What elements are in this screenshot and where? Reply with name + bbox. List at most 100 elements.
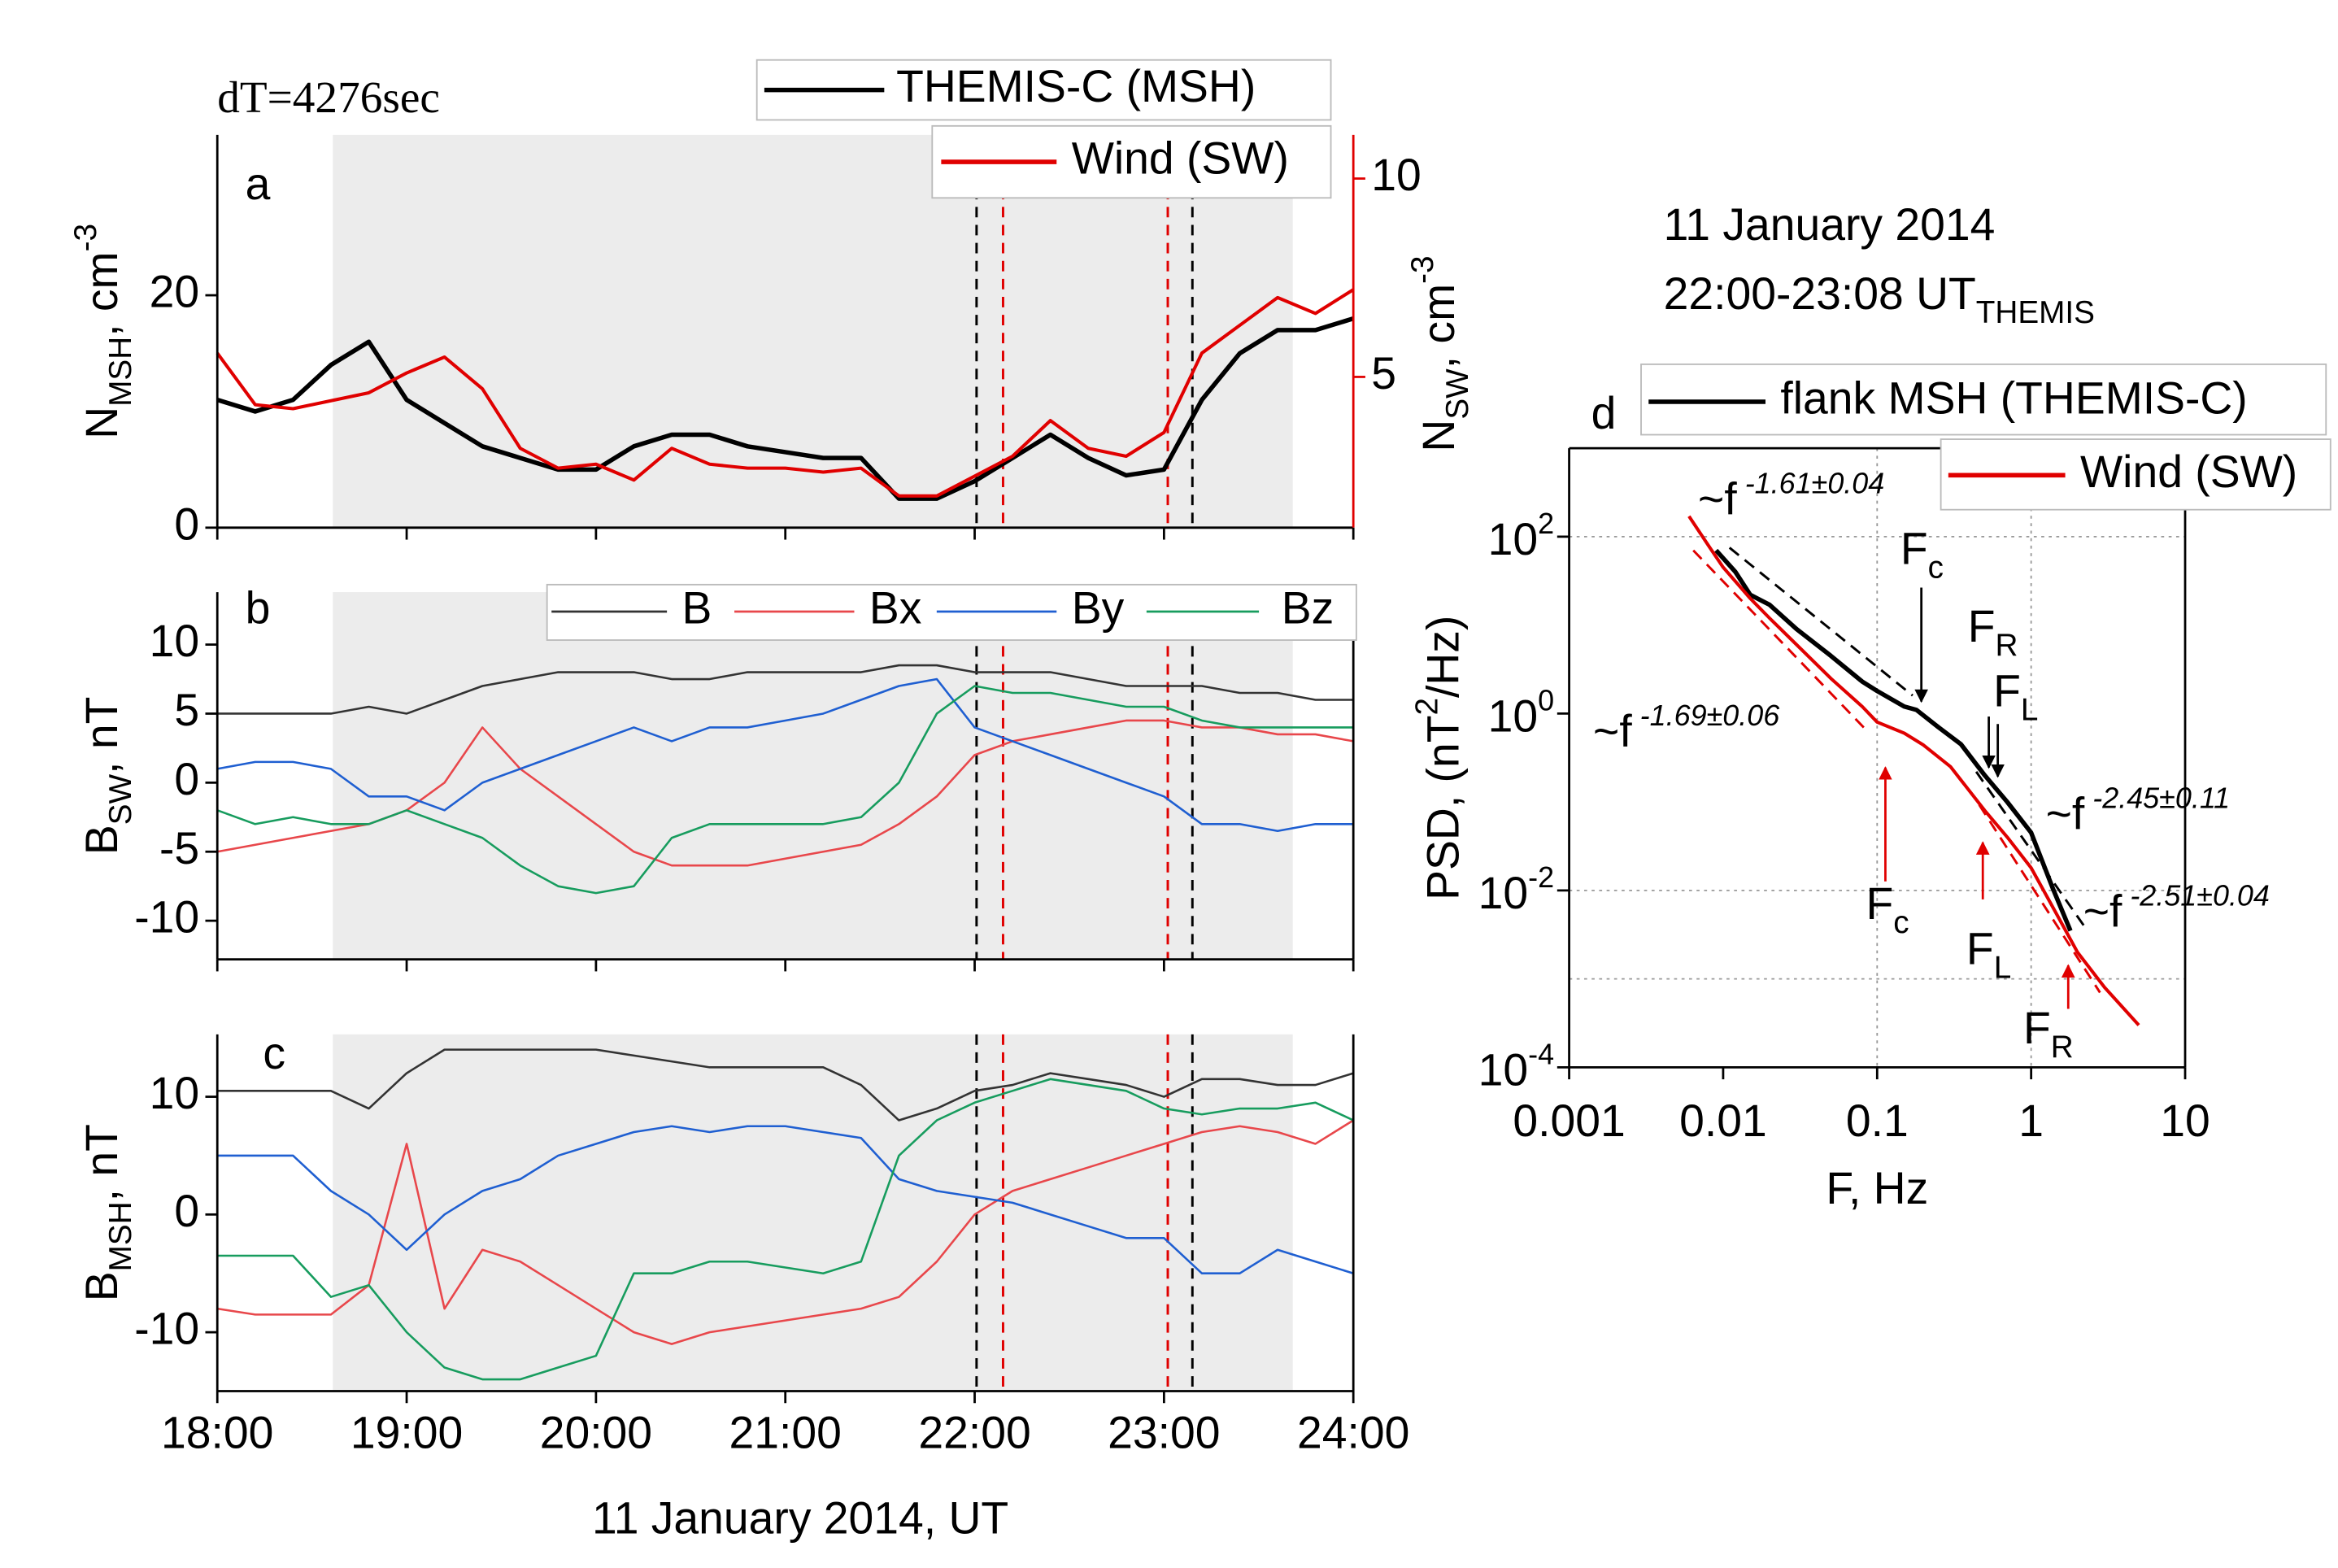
fit-line [1974,771,2085,926]
y-axis-label-part: /Hz) [1417,616,1468,698]
y-axis-label-part: MSH [103,1201,138,1271]
series-line [217,1078,1354,1381]
annotation-part: F [1993,665,2021,716]
series-line [216,685,1354,895]
annotation-part: F [1866,878,1893,929]
x-tick-label: 1 [2018,1095,2044,1146]
y-axis-label-part: , cm [76,251,127,336]
y-tick-label: 0 [174,1186,199,1236]
annotation: FR [1968,601,2018,663]
y-tick-label: 10 [150,1068,199,1118]
y-axis-label-part: B [76,1271,127,1301]
legend-label: flank MSH (THEMIS-C) [1780,373,2247,424]
annotation: ~f -1.61±0.04 [1698,466,1884,524]
annotation-part: ~f [2046,788,2085,838]
y-tick-base: 10 [1478,1044,1528,1095]
annotation-part: -1.69±0.06 [1632,699,1780,732]
annotation-part: F [1966,923,1994,973]
x-axis-label: F, Hz [1826,1163,1928,1213]
y-axis-label: BMSH, nT [76,1124,138,1301]
y-tick-exp: 0 [1538,684,1554,717]
y-axis-label-part: SW [103,773,138,825]
x-tick-label: 20:00 [540,1407,652,1457]
annotation-part: -1.61±0.04 [1737,466,1885,499]
annotation-part: L [2021,692,2039,727]
annotation-part: F [1900,523,1928,573]
y-axis-label-part: 2 [1409,698,1444,716]
y-tick-label: 10-2 [1478,860,1554,918]
y-tick-label: 0 [174,754,199,804]
annotation-part: L [1994,950,2012,985]
y2-axis-label-part: N [1413,420,1464,452]
series-line [216,316,1354,501]
highlight-interval [333,592,1293,960]
x-tick-label: 22:00 [918,1407,1030,1457]
series-line [217,1125,1354,1275]
annotation-part: c [1928,550,1944,585]
annotation-part: F [1968,601,1996,651]
highlight-interval [333,134,1293,528]
annotation-part: -2.51±0.04 [2122,878,2270,912]
x-tick-label: 24:00 [1297,1407,1409,1457]
y-axis-label-part: PSD, (nT [1417,716,1468,900]
annotation-part: ~f [1698,473,1737,524]
annotation: ~f -1.69±0.06 [1593,699,1779,756]
legend-label: By [1072,583,1125,634]
y-axis-label-part: N [76,407,127,439]
annotation-part: -2.45±0.11 [2084,782,2230,815]
legend-label: Wind (SW) [2080,446,2297,497]
annotation: Fc [1900,523,1944,585]
y-axis-label: PSD, (nT2/Hz) [1409,616,1468,900]
y-axis-label: NMSH, cm-3 [68,224,138,439]
series-line [1687,515,2140,1026]
y-axis-label: BSW, nT [76,697,138,855]
y-tick-exp: -4 [1528,1038,1554,1071]
y-tick-label: -10 [134,892,199,943]
y2-axis-label-part: , cm [1413,284,1464,368]
legend-label: B [682,583,712,634]
y-tick-base: 10 [1488,690,1538,741]
series-line [217,1048,1354,1122]
legend-label: Bz [1282,583,1334,634]
y-tick-base: 10 [1488,514,1538,564]
annotation: ~f -2.51±0.04 [2083,878,2270,936]
panel-label: a [246,159,271,209]
fit-line [1978,804,2101,994]
legend-label: THEMIS-C (MSH) [896,61,1256,111]
y-tick-label: 100 [1488,684,1554,742]
chart-subtitle: 22:00-23:08 UTTHEMIS [1664,268,2095,330]
y2-axis-label: NSW, cm-3 [1405,255,1475,451]
y-axis-label-part: B [76,825,127,855]
series-line [216,677,1354,833]
x-tick-label: 0.1 [1846,1095,1909,1146]
y-tick-base: 10 [1478,868,1528,918]
annotation-part: R [2051,1030,2074,1065]
annotation-part: ~f [2083,886,2122,936]
series-line [1714,548,2073,932]
y2-axis-label-part: SW [1440,368,1475,420]
chart-title: dT=4276sec [217,72,440,122]
x-tick-label: 21:00 [729,1407,842,1457]
x-tick-label: 19:00 [350,1407,463,1457]
x-tick-label: 0.01 [1679,1095,1767,1146]
x-tick-label: 23:00 [1108,1407,1220,1457]
fit-line [1692,549,1867,731]
legend-label: Bx [869,583,922,634]
y-tick-label: 0 [174,499,199,549]
annotation: ~f -2.45±0.11 [2046,782,2231,839]
x-tick-label: 0.001 [1513,1095,1625,1146]
y-tick-label: -10 [134,1304,199,1354]
y-tick-label: 10-4 [1478,1038,1554,1095]
panel-label: d [1591,388,1617,438]
panel-label: c [263,1028,285,1078]
annotation-part: F [2023,1003,2051,1053]
y-axis-label-part: , nT [76,697,127,774]
x-axis-label: 11 January 2014, UT [592,1492,1008,1543]
annotation-part: c [1893,905,1909,940]
y-tick-label: 5 [174,685,199,735]
x-tick-label: 18:00 [161,1407,273,1457]
annotation: FL [1993,665,2038,727]
y2-axis-label-part: -3 [1405,255,1440,283]
